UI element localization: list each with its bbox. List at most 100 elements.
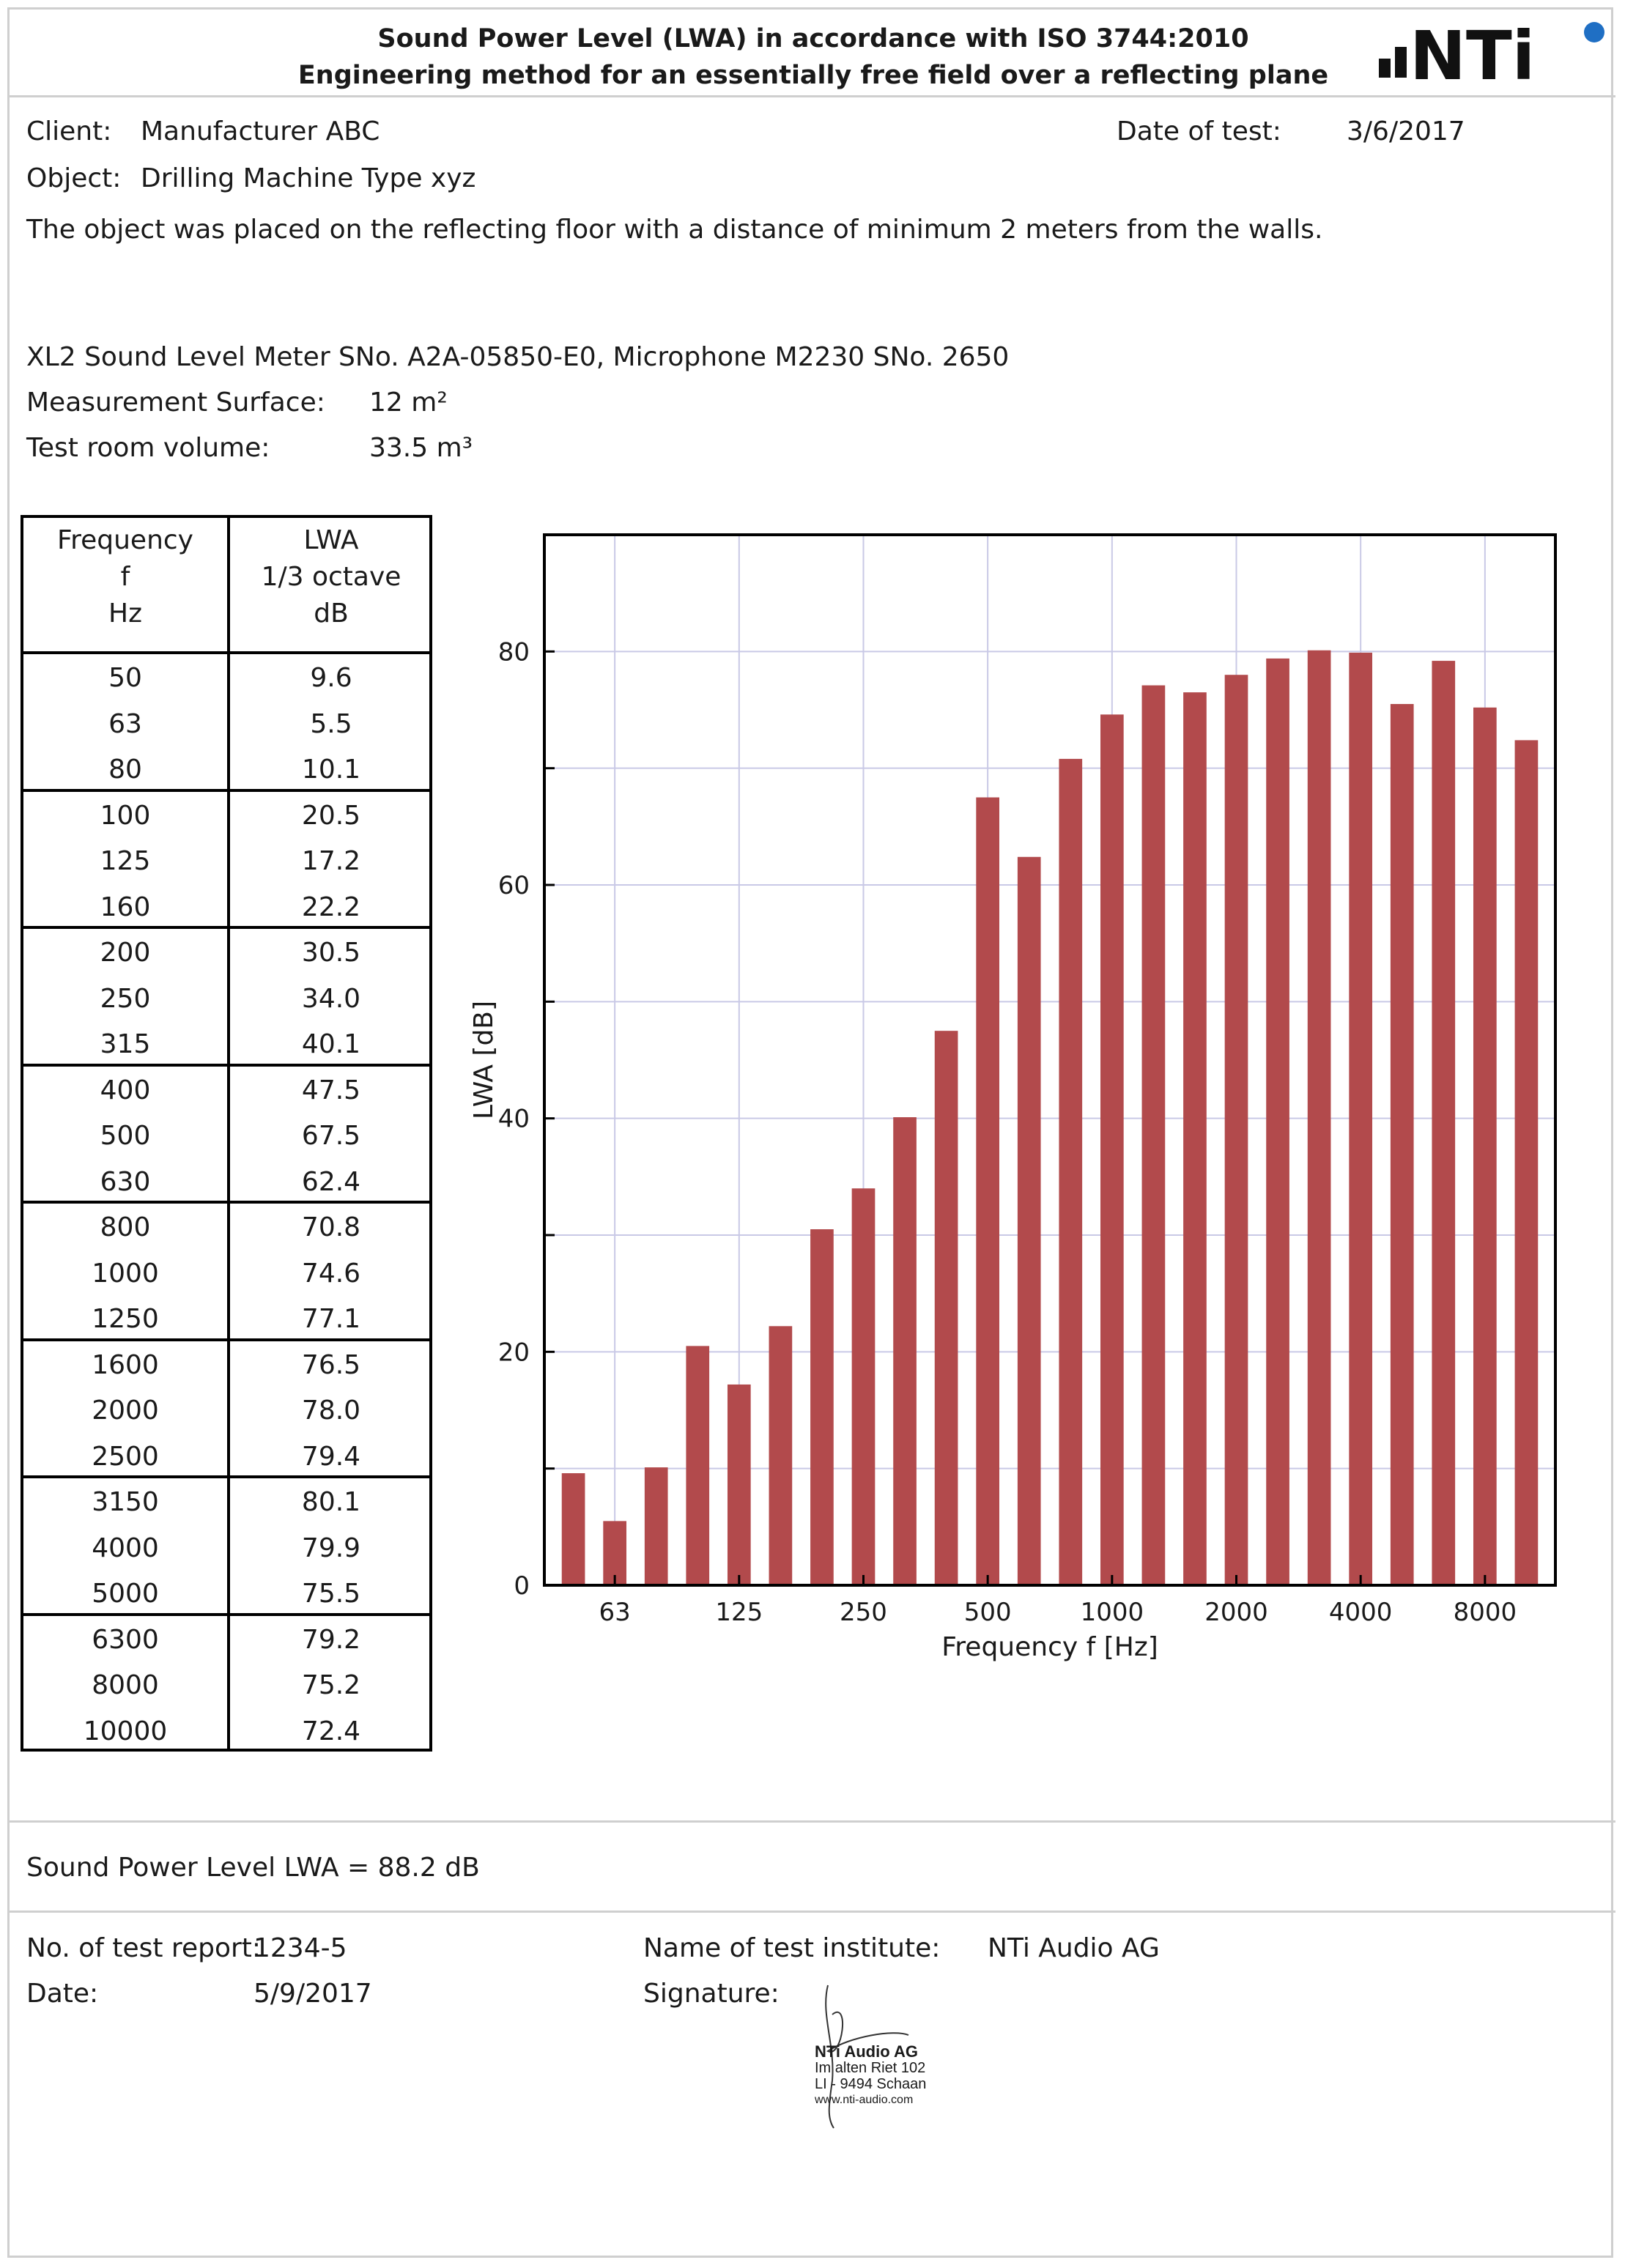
y-tick-label: 0	[514, 1571, 530, 1601]
table-cell-lwa: 62.4	[301, 1166, 361, 1197]
report-subtitle: Engineering method for an essentially fr…	[297, 61, 1329, 90]
table-cell-frequency: 200	[100, 938, 151, 968]
bar-125	[727, 1384, 751, 1585]
object-label: Object:	[26, 163, 122, 193]
table-cell-lwa: 77.1	[301, 1304, 361, 1334]
header-line: f	[120, 562, 130, 592]
bar-6300	[1432, 661, 1456, 1585]
report-number-label: No. of test report:	[26, 1933, 262, 1963]
report-title: Sound Power Level (LWA) in accordance wi…	[377, 24, 1249, 53]
table-cell-lwa: 72.4	[301, 1716, 361, 1746]
table-group-divider	[23, 926, 429, 929]
y-tick-label: 80	[498, 637, 530, 667]
table-cell-frequency: 2000	[92, 1396, 159, 1426]
table-cell-frequency: 8000	[92, 1670, 159, 1700]
bar-1000	[1100, 714, 1124, 1585]
y-tick-label: 60	[498, 871, 530, 900]
y-tick-label: 40	[498, 1105, 530, 1134]
client-label: Client:	[26, 116, 112, 147]
header-line: dB	[314, 598, 349, 629]
header-line: LWA	[303, 525, 359, 555]
table-cell-frequency: 100	[100, 800, 151, 831]
data-table: Frequency f Hz LWA 1/3 octave dB 50 9.6 63…	[21, 515, 432, 1752]
equipment: XL2 Sound Level Meter SNo. A2A-05850-E0,…	[26, 342, 1010, 372]
header-line: Frequency	[57, 525, 193, 555]
table-cell-lwa: 67.5	[301, 1121, 361, 1151]
institute-value: NTi Audio AG	[988, 1933, 1160, 1963]
stamp-line: LI - 9494 Schaan	[815, 2076, 927, 2092]
report-number-value: 1234-5	[253, 1933, 347, 1963]
table-cell-frequency: 3150	[92, 1487, 159, 1517]
table-group-divider	[23, 1063, 429, 1067]
bar-315	[893, 1117, 917, 1585]
report-date-value: 5/9/2017	[253, 1979, 372, 2009]
table-cell-frequency: 80	[108, 755, 142, 785]
bar-100	[686, 1346, 710, 1585]
institute-label: Name of test institute:	[643, 1933, 941, 1963]
table-cell-frequency: 315	[100, 1029, 151, 1059]
table-cell-frequency: 4000	[92, 1533, 159, 1563]
table-cell-lwa: 40.1	[301, 1029, 361, 1059]
table-cell-lwa: 80.1	[301, 1487, 361, 1517]
table-header-lwa: LWA 1/3 octave dB	[230, 522, 432, 632]
table-cell-frequency: 1250	[92, 1304, 159, 1334]
table-cell-frequency: 160	[100, 892, 151, 922]
table-cell-lwa: 76.5	[301, 1349, 361, 1380]
surface-label: Measurement Surface:	[26, 388, 325, 418]
bar-400	[934, 1031, 958, 1585]
surface-value: 12 m²	[369, 388, 448, 418]
table-cell-lwa: 10.1	[301, 755, 361, 785]
x-axis-label: Frequency f [Hz]	[941, 1632, 1158, 1662]
x-tick-label: 1000	[1081, 1598, 1144, 1627]
date-of-test-label: Date of test:	[1117, 116, 1281, 147]
nti-logo: NTi	[1377, 17, 1612, 95]
stamp-line: Im alten Riet 102	[815, 2060, 926, 2076]
client-value: Manufacturer ABC	[141, 116, 380, 147]
bar-2000	[1224, 675, 1248, 1586]
table-cell-frequency: 125	[100, 846, 151, 876]
bar-630	[1017, 856, 1041, 1585]
table-cell-frequency: 400	[100, 1075, 151, 1105]
volume-value: 33.5 m³	[369, 433, 473, 463]
table-group-divider	[23, 1338, 429, 1341]
description: The object was placed on the reflecting …	[26, 215, 1323, 245]
table-cell-frequency: 5000	[92, 1579, 159, 1609]
stamp-line: www.nti-audio.com	[815, 2094, 914, 2106]
table-cell-frequency: 800	[100, 1212, 151, 1242]
table-header-frequency: Frequency f Hz	[23, 522, 227, 632]
table-cell-lwa: 17.2	[301, 846, 361, 876]
table-cell-lwa: 20.5	[301, 800, 361, 831]
table-cell-frequency: 250	[100, 983, 151, 1014]
bar-200	[810, 1229, 834, 1585]
signature-label: Signature:	[643, 1979, 780, 2009]
bar-5000	[1390, 704, 1414, 1585]
bar-1250	[1141, 685, 1166, 1585]
table-cell-lwa: 30.5	[301, 938, 361, 968]
table-group-divider	[23, 1612, 429, 1616]
table-cell-lwa: 34.0	[301, 983, 361, 1014]
table-cell-lwa: 79.4	[301, 1441, 361, 1472]
table-cell-frequency: 63	[108, 708, 142, 739]
table-cell-lwa: 5.5	[310, 708, 352, 739]
table-cell-lwa: 79.2	[301, 1624, 361, 1655]
table-cell-frequency: 6300	[92, 1624, 159, 1655]
report-date-label: Date:	[26, 1979, 99, 2009]
sound-power-result: Sound Power Level LWA = 88.2 dB	[26, 1853, 480, 1883]
table-group-divider	[23, 1201, 429, 1204]
table-cell-lwa: 75.5	[301, 1579, 361, 1609]
logo-text: NTi	[1410, 21, 1535, 86]
x-tick-label: 500	[964, 1598, 1012, 1627]
table-cell-frequency: 1600	[92, 1349, 159, 1380]
table-cell-frequency: 2500	[92, 1441, 159, 1472]
x-tick-label: 8000	[1454, 1598, 1517, 1627]
table-cell-lwa: 75.2	[301, 1670, 361, 1700]
bar-63	[603, 1521, 626, 1585]
page-frame	[7, 7, 1613, 2258]
bar-500	[976, 797, 999, 1585]
stamp-line: NTi Audio AG	[815, 2042, 918, 2061]
date-of-test-value: 3/6/2017	[1347, 116, 1465, 147]
y-axis-label: LWA [dB]	[469, 1001, 499, 1119]
x-tick-label: 125	[715, 1598, 763, 1627]
x-tick-label: 2000	[1204, 1598, 1268, 1627]
table-cell-lwa: 78.0	[301, 1396, 361, 1426]
